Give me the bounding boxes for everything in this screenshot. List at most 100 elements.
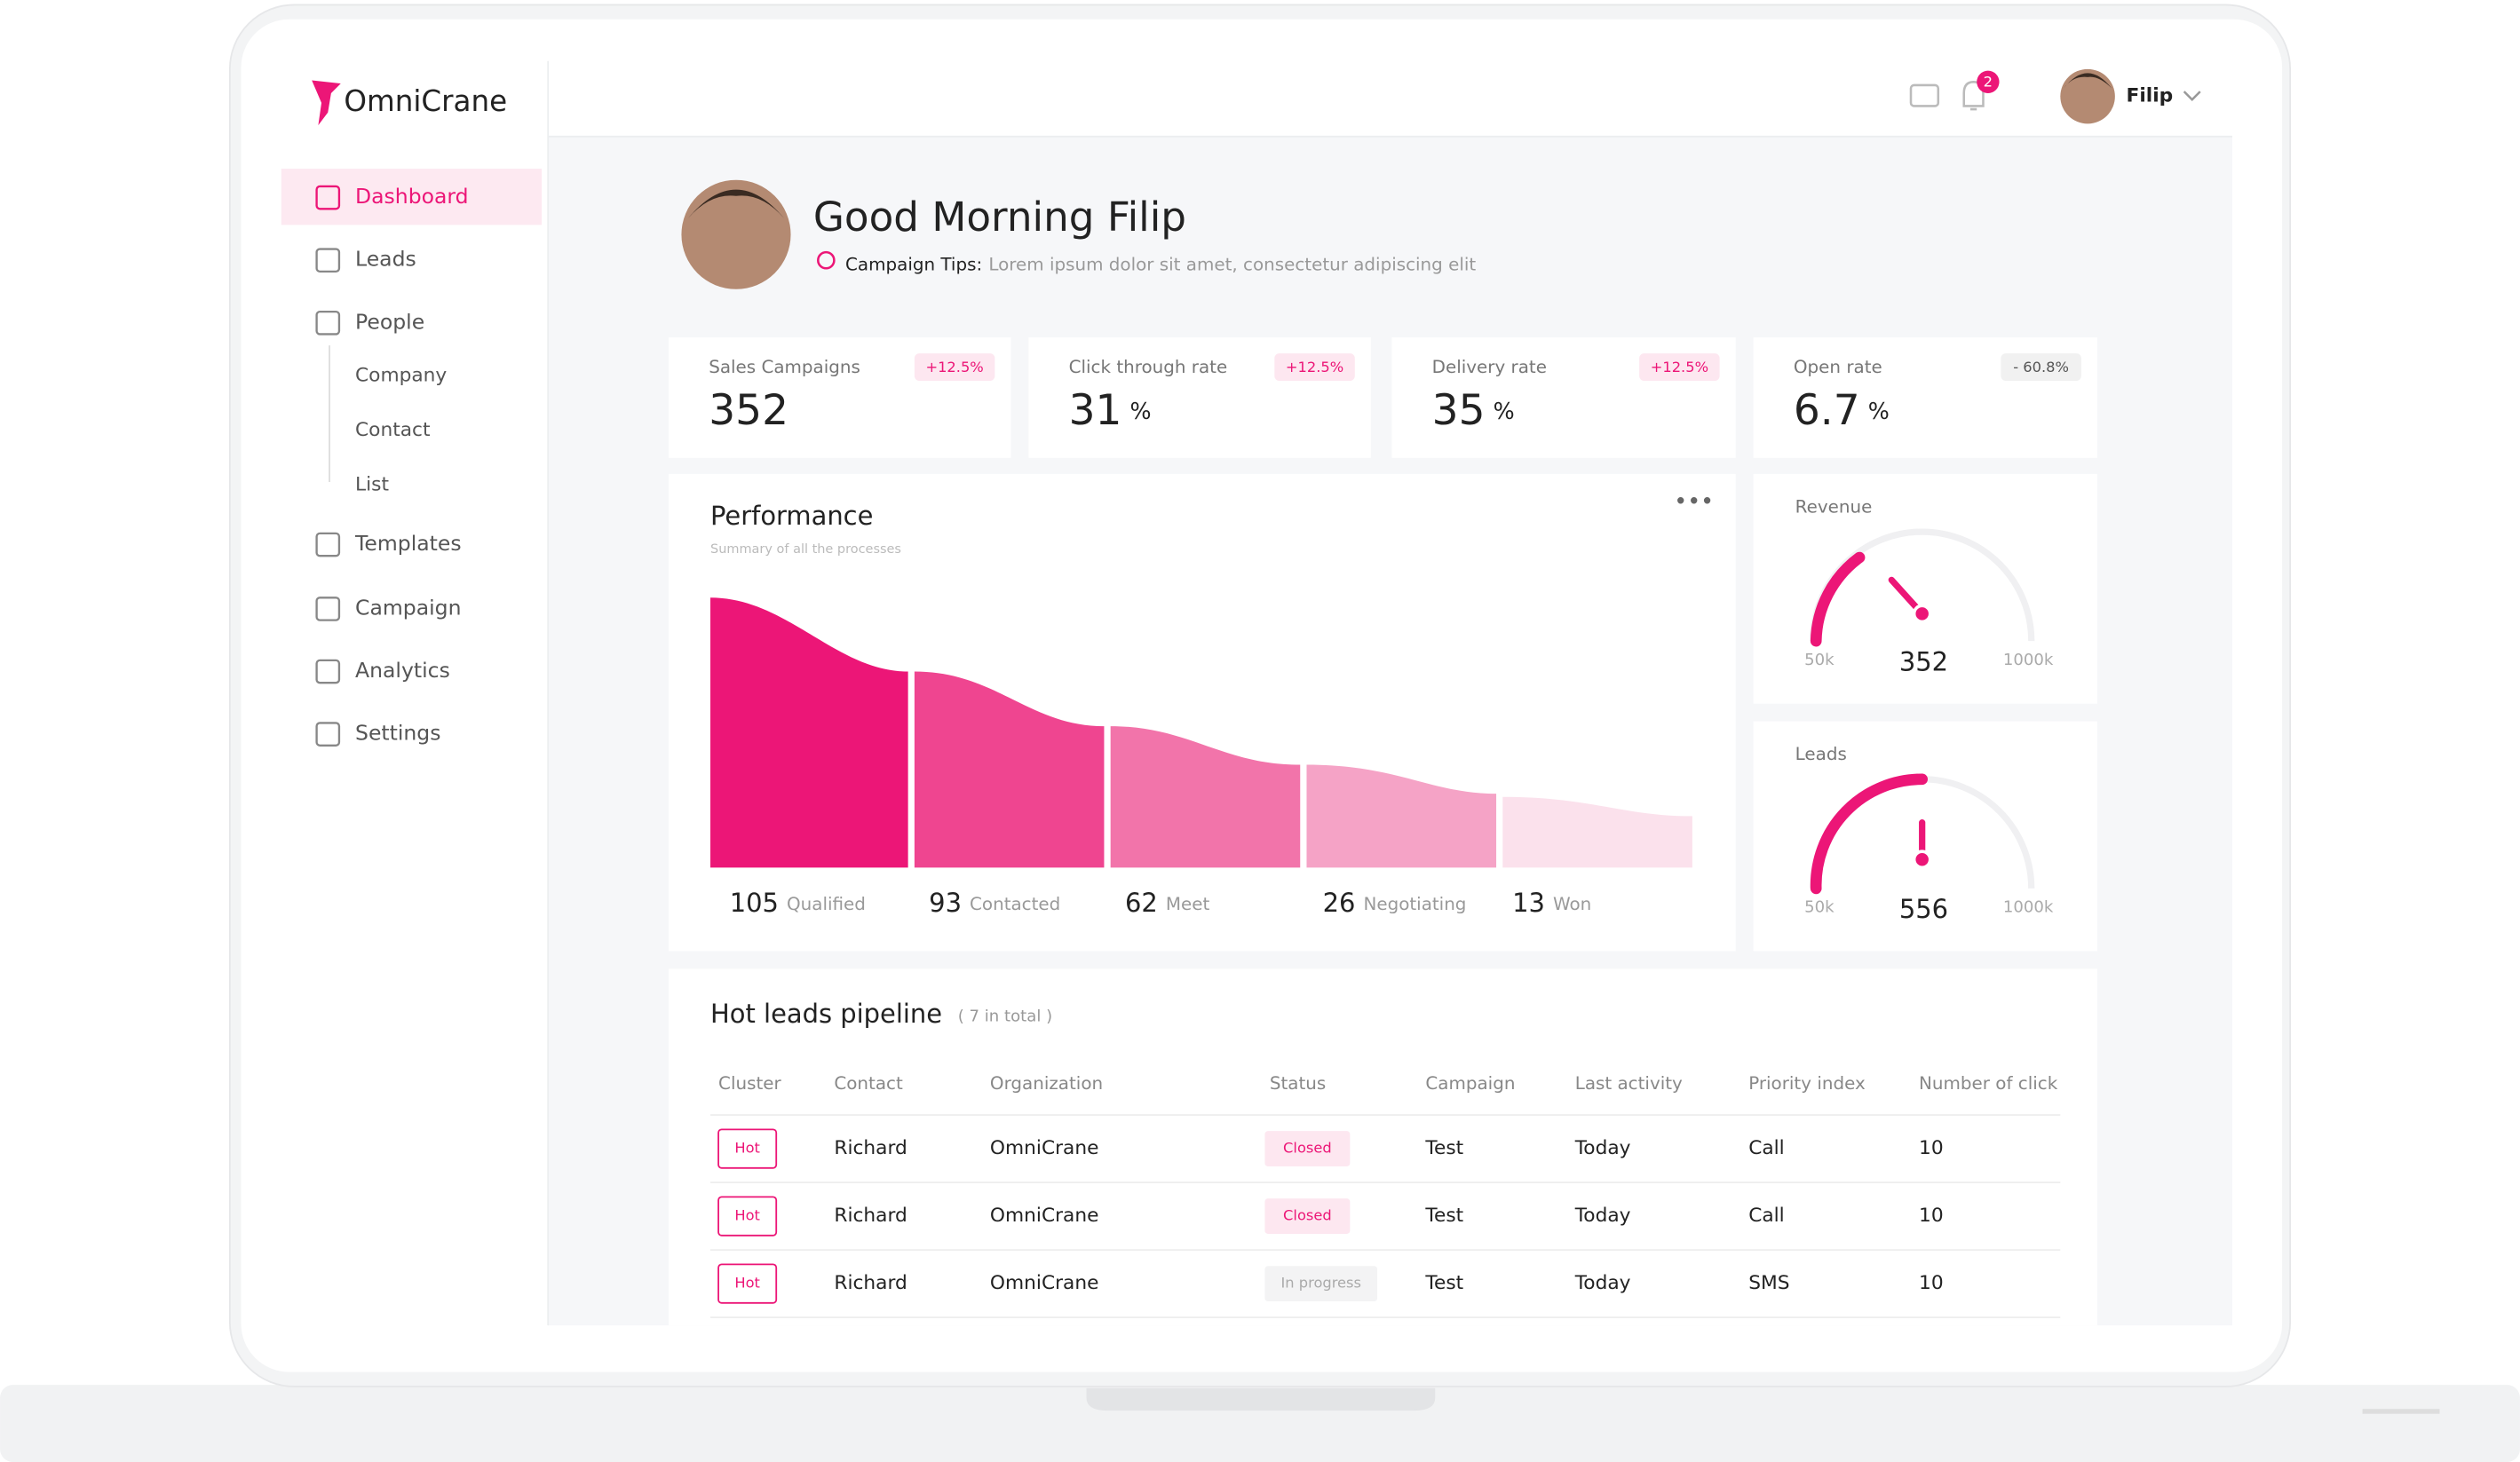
gauge-max: 1000k <box>2003 651 2054 669</box>
stat-label: Sales Campaigns <box>709 357 860 377</box>
stat-change: +12.5% <box>1286 359 1343 375</box>
cell: Test <box>1424 1137 1463 1159</box>
stat-value: 352 <box>709 386 788 435</box>
gauge-value: 556 <box>1899 894 1948 924</box>
user-menu-chevron[interactable] <box>2183 91 2201 102</box>
nav-item[interactable]: Leads <box>355 247 416 272</box>
stat-value: 31 <box>1069 386 1122 435</box>
nav-icon <box>315 248 341 273</box>
funnel-segment <box>1306 764 1497 868</box>
stat-value: 6.7 <box>1794 386 1860 435</box>
column-header: Cluster <box>718 1073 781 1094</box>
cell: Richard <box>834 1137 907 1159</box>
stat-change: +12.5% <box>1651 359 1708 375</box>
stat-value-line: 352 <box>709 386 788 435</box>
active-nav-bg <box>281 169 542 225</box>
stat-change-bg <box>914 353 995 381</box>
nav-subitem[interactable]: List <box>355 474 389 496</box>
stage-value: 26 <box>1323 888 1356 918</box>
nav-item[interactable]: Dashboard <box>355 184 469 209</box>
notification-badge <box>1977 70 2000 93</box>
stat-unit: % <box>1868 398 1890 424</box>
status: In progress <box>1281 1275 1362 1292</box>
tip-label: Campaign Tips: <box>845 254 982 274</box>
cell: Richard <box>834 1272 907 1294</box>
gauge-value: 352 <box>1899 646 1948 676</box>
stat-label: Delivery rate <box>1432 357 1547 377</box>
cell: Today <box>1574 1205 1631 1227</box>
stat-unit: % <box>1130 398 1152 424</box>
stat-change-bg <box>1274 353 1355 381</box>
stage-name: Qualified <box>787 893 866 913</box>
gauge-min: 50k <box>1804 898 1835 917</box>
notification-count: 2 <box>1984 74 1993 91</box>
nav-item[interactable]: Campaign <box>355 595 461 620</box>
laptop-slot <box>2362 1409 2440 1414</box>
funnel-segment <box>710 597 908 868</box>
nav-icon <box>315 310 341 336</box>
more-menu[interactable]: ••• <box>1674 487 1714 514</box>
nav-item[interactable]: People <box>355 309 424 334</box>
nav-item[interactable]: Settings <box>355 721 440 746</box>
gauge-pivot <box>1912 604 1932 624</box>
nav-item[interactable]: Analytics <box>355 658 450 683</box>
nav-subitem[interactable]: Company <box>355 365 447 387</box>
status-badge <box>1264 1198 1351 1234</box>
gauge-title: Leads <box>1795 744 1847 764</box>
cluster: Hot <box>734 1207 760 1224</box>
gauge-title: Revenue <box>1795 496 1873 517</box>
stage-value: 62 <box>1125 888 1158 918</box>
tip: Campaign Tips: Lorem ipsum dolor sit amet… <box>845 254 1476 274</box>
nav-icon <box>315 185 341 210</box>
nav-item[interactable]: Templates <box>354 531 462 556</box>
nav-icon <box>315 722 341 747</box>
gauge-pivot <box>1912 850 1932 870</box>
stage-value: 105 <box>730 888 779 918</box>
stage-label: 62 Meet <box>1125 888 1210 918</box>
column-header: Organization <box>990 1073 1103 1094</box>
cell: 10 <box>1919 1205 1944 1227</box>
cell: OmniCrane <box>990 1205 1099 1227</box>
stat-change: +12.5% <box>925 359 983 375</box>
nav-subitem[interactable]: Contact <box>355 419 430 441</box>
cell: 10 <box>1919 1137 1944 1159</box>
stat-label: Open rate <box>1794 357 1882 377</box>
stat-value-line: 35% <box>1432 386 1515 435</box>
cell: OmniCrane <box>990 1137 1099 1159</box>
logo: OmniCrane <box>344 84 507 118</box>
stage-value: 13 <box>1512 888 1545 918</box>
stage-name: Won <box>1553 893 1591 913</box>
cell: OmniCrane <box>990 1272 1099 1294</box>
gauge-arc <box>1810 551 1866 647</box>
laptop-notch <box>1086 1387 1436 1411</box>
stat-change-bg <box>2001 353 2081 381</box>
gauge-card <box>1753 473 2097 704</box>
user-avatar[interactable] <box>2060 68 2115 124</box>
stat-change: - 60.8% <box>2013 359 2069 375</box>
greeting-avatar-hair <box>687 189 785 219</box>
greeting-avatar <box>681 179 791 289</box>
column-header: Number of click <box>1919 1073 2058 1094</box>
stat-unit: % <box>1494 398 1515 424</box>
user-name[interactable]: Filip <box>2127 85 2174 107</box>
column-header: Priority index <box>1748 1073 1866 1094</box>
cell: Call <box>1748 1137 1785 1159</box>
column-header: Status <box>1270 1073 1326 1094</box>
status: Closed <box>1283 1140 1332 1157</box>
stage-value: 93 <box>929 888 962 918</box>
funnel-segment <box>914 671 1105 868</box>
stage-label: 93 Contacted <box>929 888 1060 918</box>
cell: 10 <box>1919 1272 1944 1294</box>
nav-icon <box>315 659 341 684</box>
performance-subtitle: Summary of all the processes <box>710 542 901 557</box>
cluster-badge <box>717 1128 778 1169</box>
stat-value-line: 31% <box>1069 386 1152 435</box>
pipeline-title: Hot leads pipeline <box>710 999 942 1029</box>
column-header: Last activity <box>1575 1073 1683 1094</box>
cluster: Hot <box>734 1140 760 1157</box>
chat-icon[interactable] <box>1909 83 1940 107</box>
funnel-segment <box>1502 796 1692 868</box>
stage-label: 13 Won <box>1512 888 1591 918</box>
